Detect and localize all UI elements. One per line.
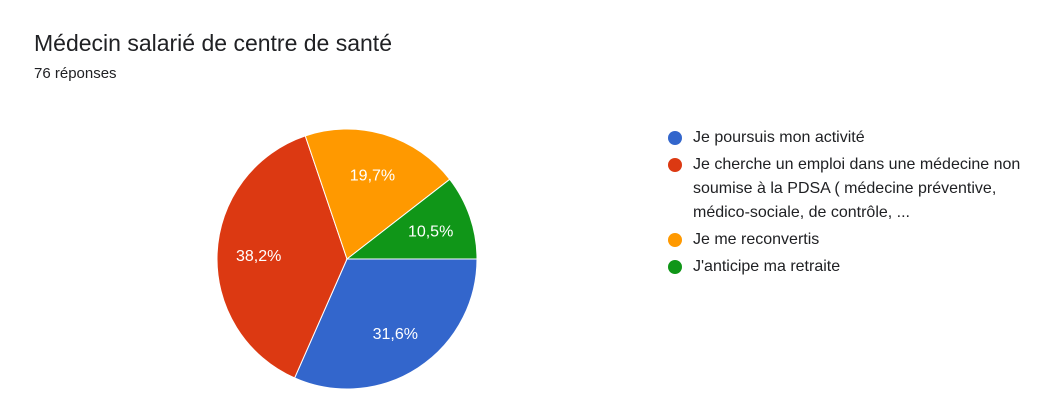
legend-label: Je cherche un emploi dans une médecine n… <box>693 156 1021 221</box>
legend-swatch-icon <box>668 233 682 247</box>
pie-slice-label: 10,5% <box>408 223 453 240</box>
legend-label: J'anticipe ma retraite <box>693 258 841 275</box>
chart-legend: Je poursuis mon activité Je cherche un em… <box>668 126 1028 282</box>
legend-swatch-icon <box>668 158 682 172</box>
pie-slices <box>216 128 478 390</box>
pie-slice[interactable] <box>216 135 348 379</box>
pie-slice[interactable] <box>345 178 478 260</box>
legend-item[interactable]: Je cherche un emploi dans une médecine n… <box>668 153 1028 225</box>
legend-item[interactable]: J'anticipe ma retraite <box>668 255 1028 279</box>
legend-item[interactable]: Je poursuis mon activité <box>668 126 1028 150</box>
legend-label: Je poursuis mon activité <box>693 129 865 146</box>
pie-slice-label: 31,6% <box>373 326 418 343</box>
chart-title: Médecin salarié de centre de santé <box>34 30 392 56</box>
response-count: 76 réponses <box>34 65 117 82</box>
pie-slice-label: 38,2% <box>236 248 281 265</box>
legend-label: Je me reconvertis <box>693 231 820 248</box>
legend-swatch-icon <box>668 131 682 145</box>
pie-slice-labels: 31,6% 38,2% 19,7% 10,5% <box>236 167 453 343</box>
legend-swatch-icon <box>668 260 682 274</box>
pie-slice[interactable] <box>304 128 451 260</box>
pie-slice-label: 19,7% <box>350 167 395 184</box>
legend-item[interactable]: Je me reconvertis <box>668 228 1028 252</box>
pie-slice[interactable] <box>293 258 478 390</box>
